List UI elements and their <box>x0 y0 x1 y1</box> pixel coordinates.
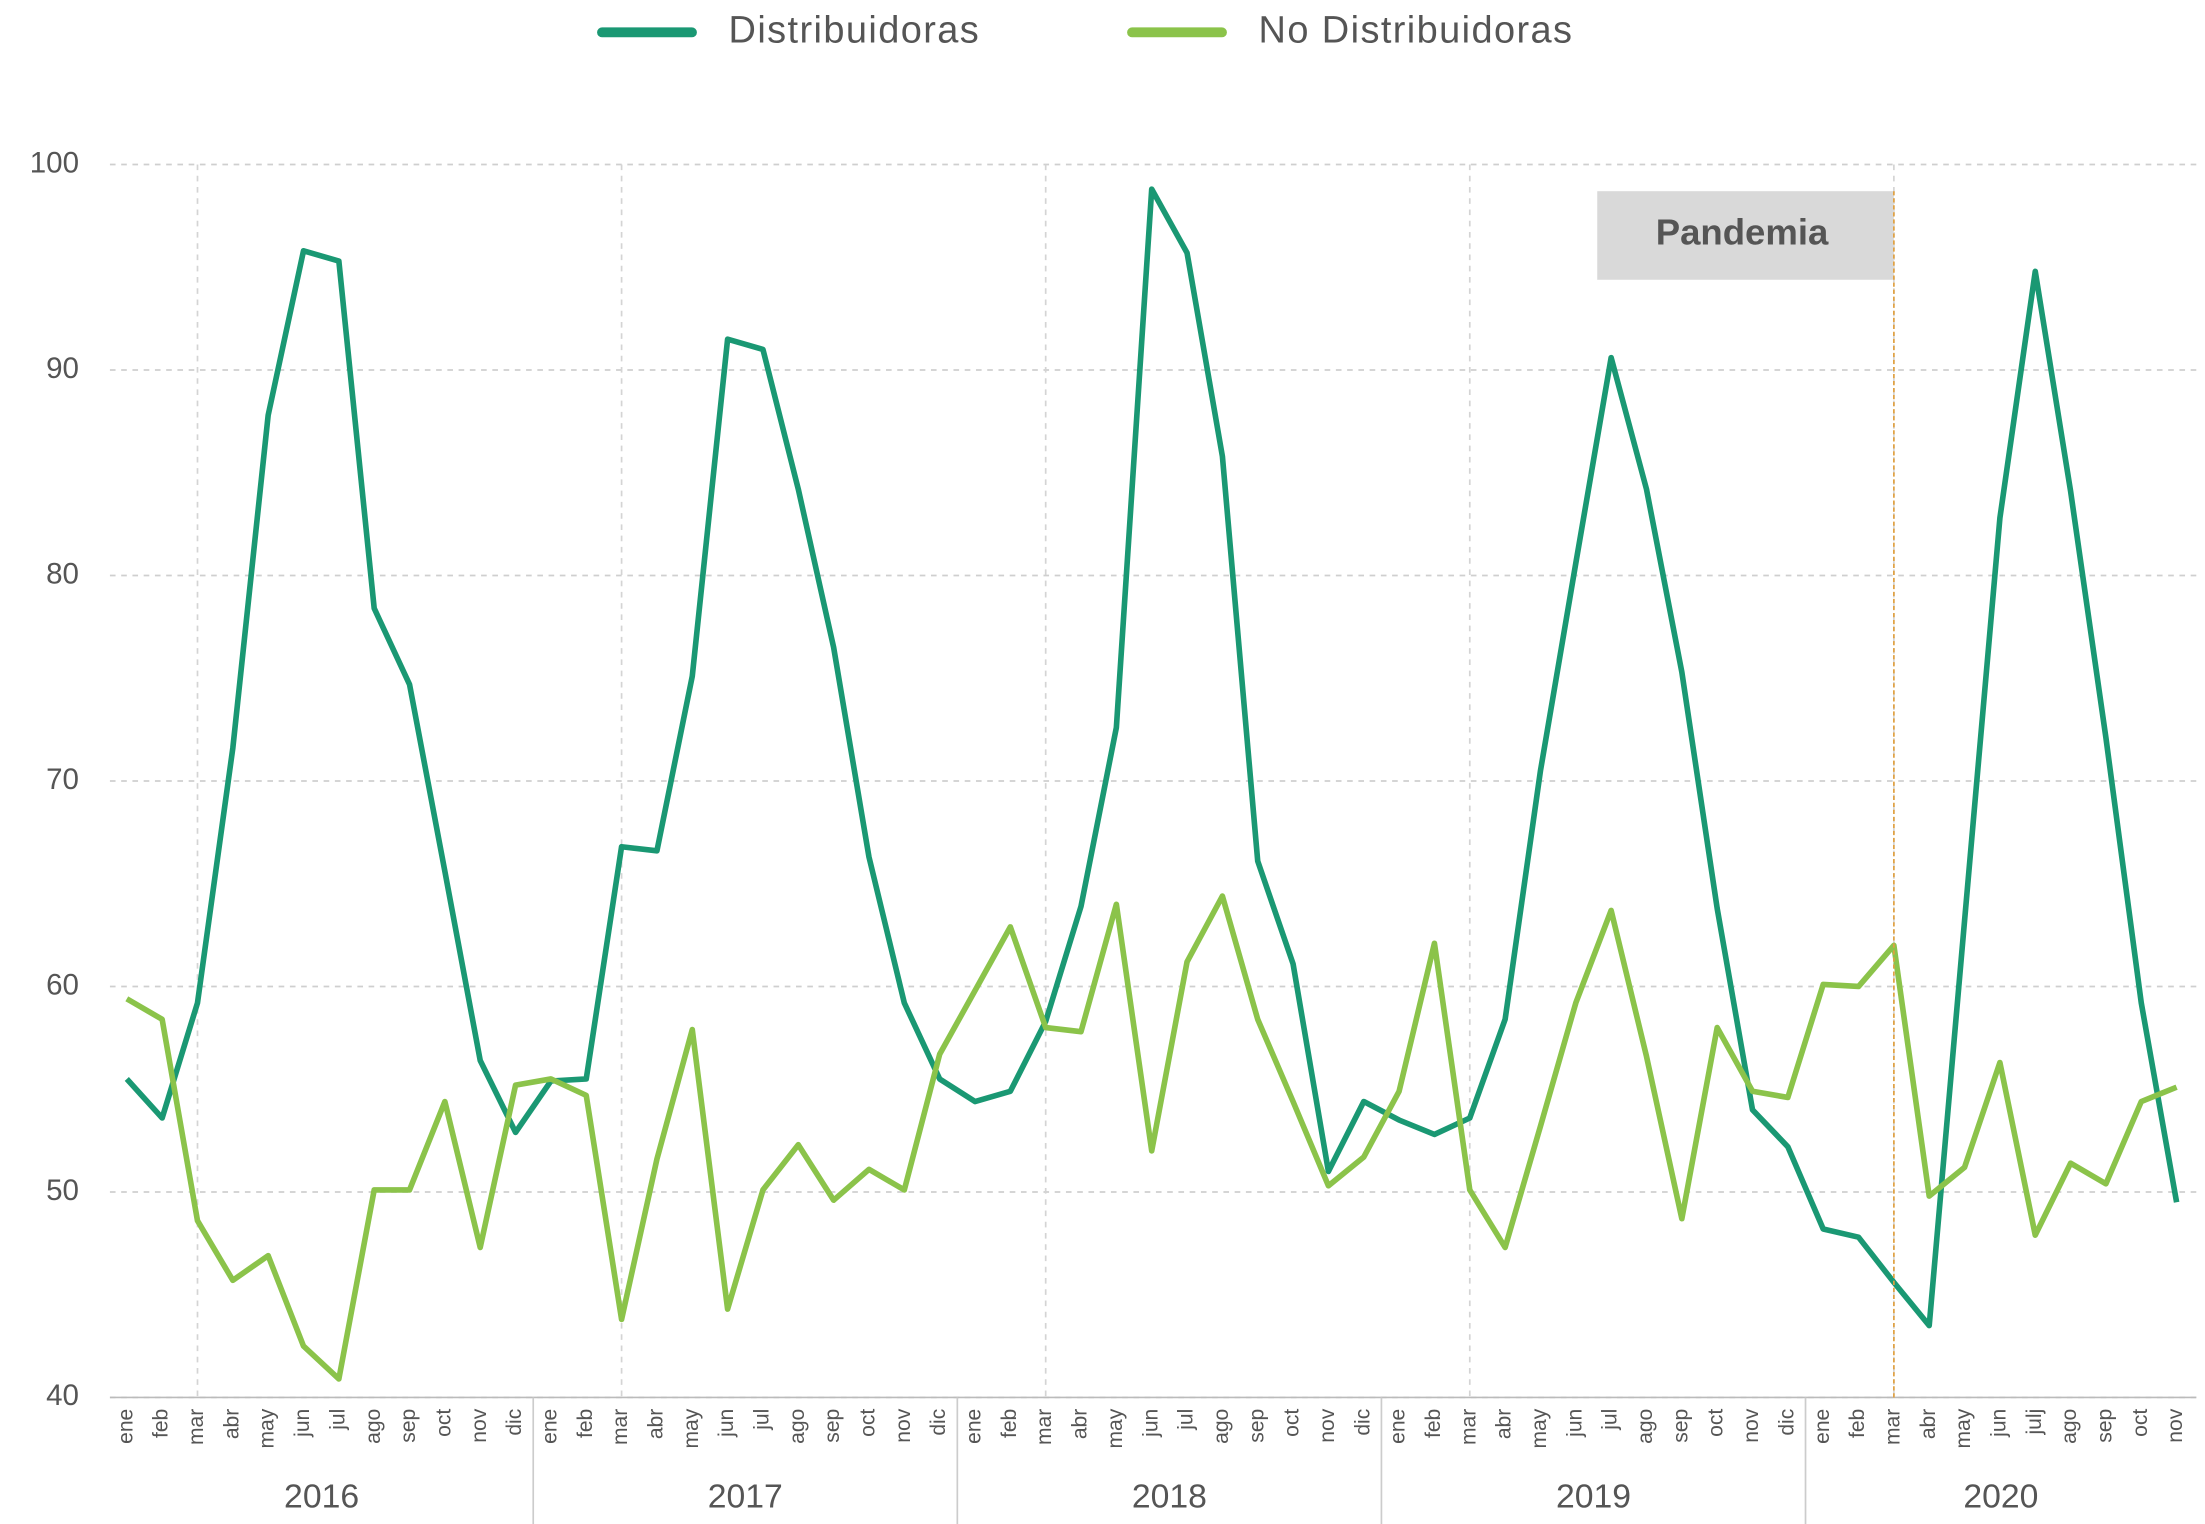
annotation-text: Pandemia <box>1656 211 1829 252</box>
series-line <box>125 893 2178 1382</box>
x-tick-label: ene <box>538 1409 561 1444</box>
x-tick-label: jul <box>1175 1409 1198 1431</box>
x-tick-label: oct <box>857 1409 880 1437</box>
annotation-box <box>1597 191 1894 280</box>
x-tick-label: ago <box>1210 1409 1233 1444</box>
x-tick-label: mar <box>1457 1409 1480 1445</box>
x-tick-label: sep <box>821 1409 844 1443</box>
x-tick-label: feb <box>998 1409 1021 1438</box>
x-tick-label: oct <box>432 1409 455 1437</box>
y-tick-label: 60 <box>46 968 79 1001</box>
x-tick-label: sep <box>397 1409 420 1443</box>
x-tick-label: feb <box>574 1409 597 1438</box>
x-tick-label: ago <box>1634 1409 1657 1444</box>
y-tick-label: 100 <box>30 146 79 179</box>
x-tick-label: abr <box>220 1409 243 1439</box>
x-tick-label: mar <box>1881 1409 1904 1445</box>
x-tick-label: nov <box>468 1408 491 1442</box>
x-group-label: 2018 <box>1132 1478 1207 1516</box>
x-tick-label: ene <box>963 1409 986 1444</box>
y-tick-label: 90 <box>46 352 79 385</box>
x-tick-label: mar <box>609 1409 632 1445</box>
x-tick-label: feb <box>1422 1409 1445 1438</box>
x-tick-label: ene <box>114 1409 137 1444</box>
x-tick-label: sep <box>1245 1409 1268 1443</box>
x-tick-label: mar <box>1033 1409 1056 1445</box>
grid <box>109 163 2197 1399</box>
y-tick-label: 80 <box>46 557 79 590</box>
x-tick-label: julj <box>2023 1409 2046 1436</box>
x-tick-label: abr <box>1493 1409 1516 1439</box>
x-tick-label: jun <box>1987 1409 2010 1438</box>
x-tick-label: abr <box>1069 1409 1092 1439</box>
x-tick-label: oct <box>1705 1409 1728 1437</box>
x-tick-label: nov <box>1316 1408 1339 1442</box>
y-tick-label: 40 <box>46 1379 79 1412</box>
x-tick-label: ago <box>2058 1409 2081 1444</box>
x-tick-label: ene <box>1811 1409 1834 1444</box>
y-tick-label: 70 <box>46 763 79 796</box>
x-tick-label: jun <box>715 1409 738 1438</box>
x-tick-label: oct <box>1281 1409 1304 1437</box>
x-tick-label: feb <box>150 1409 173 1438</box>
x-group-label: 2019 <box>1556 1478 1631 1516</box>
x-tick-label: may <box>256 1408 279 1448</box>
x-tick-label: jun <box>1563 1409 1586 1438</box>
x-tick-label: ene <box>1387 1409 1410 1444</box>
x-tick-label: mar <box>185 1409 208 1445</box>
x-tick-label: ago <box>362 1409 385 1444</box>
x-tick-label: jul <box>326 1409 349 1431</box>
x-tick-label: feb <box>1846 1409 1869 1438</box>
y-tick-label: 50 <box>46 1174 79 1207</box>
legend-label: No Distribuidoras <box>1259 9 1574 51</box>
x-tick-label: dic <box>503 1409 526 1436</box>
x-tick-label: nov <box>2164 1408 2187 1442</box>
x-tick-label: dic <box>927 1409 950 1436</box>
x-tick-label: oct <box>2129 1409 2152 1437</box>
x-tick-label: may <box>1104 1408 1127 1448</box>
x-group-label: 2016 <box>284 1478 359 1516</box>
x-tick-label: sep <box>2093 1409 2116 1443</box>
x-tick-label: sep <box>1669 1409 1692 1443</box>
legend-label: Distribuidoras <box>729 9 981 51</box>
x-tick-label: may <box>1528 1408 1551 1448</box>
x-tick-label: jul <box>1599 1409 1622 1431</box>
x-tick-label: jul <box>751 1409 774 1431</box>
x-tick-label: jun <box>291 1409 314 1438</box>
x-tick-label: dic <box>1775 1409 1798 1436</box>
x-tick-label: may <box>1952 1408 1975 1448</box>
x-tick-label: nov <box>1740 1408 1763 1442</box>
x-tick-label: jun <box>1139 1409 1162 1438</box>
x-group-label: 2020 <box>1963 1478 2038 1516</box>
series-line <box>124 186 2180 1329</box>
x-tick-label: abr <box>1917 1409 1940 1439</box>
lines <box>124 186 2180 1382</box>
x-tick-label: abr <box>644 1409 667 1439</box>
x-group-label: 2017 <box>708 1478 783 1516</box>
x-tick-label: ago <box>786 1409 809 1444</box>
x-tick-label: may <box>680 1408 703 1448</box>
x-tick-label: dic <box>1351 1409 1374 1436</box>
x-tick-label: nov <box>892 1408 915 1442</box>
